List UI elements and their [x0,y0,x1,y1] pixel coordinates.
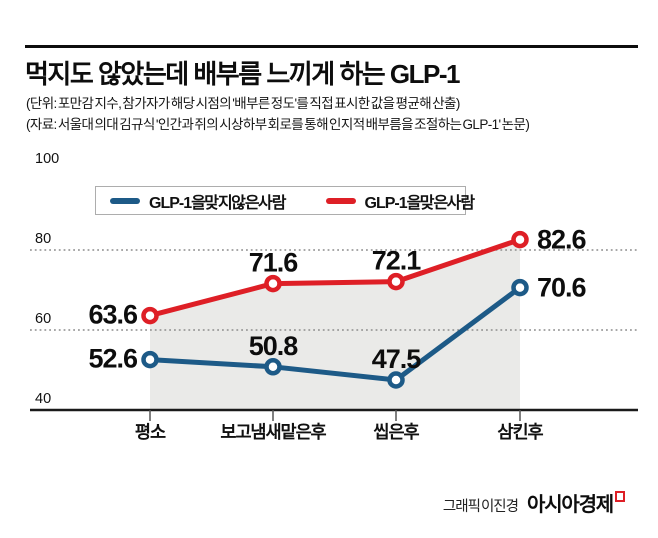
data-label-no-glp1-2: 47.5 [372,344,422,374]
data-label-glp1-2: 72.1 [372,246,422,276]
y-axis-label-100: 100 [35,151,59,167]
y-axis-label-60: 60 [35,311,51,327]
data-point-no-glp1-0 [141,350,159,369]
data-label-glp1-1: 71.6 [249,248,299,278]
legend-label-glp1: GLP-1을 맞은 사람 [364,194,476,212]
brand-mark-icon [615,491,625,502]
x-axis-label-3: 삼킨 후 [497,422,543,442]
line-chart: 40 60 80 100 평소 보고 냄새 맡은 후 씹은 후 삼킨 후 52.6 50.8 47.… [30,151,638,442]
x-axis-label-2: 씹은 후 [373,422,419,442]
legend-label-no-glp1: GLP-1을 맞지 않은 사람 [149,194,286,212]
data-point-glp1-0 [141,306,159,325]
brand-logo: 아시아경제 [527,494,614,516]
subtitle-unit: (단위: 포만감 지수, 참가자가 해당 시점의 '배부른 정도'를 직접 표시… [26,96,460,111]
legend-swatch-no-glp1 [110,197,140,204]
credit: 그래픽 이진경 아시아경제 [443,488,625,517]
x-axis-label-0: 평소 [135,422,166,442]
data-point-glp1-1 [264,274,282,293]
data-point-no-glp1-3 [511,278,529,297]
data-label-glp1-0: 63.6 [88,300,138,330]
area-fill-under-glp1-line [150,239,520,410]
page-title: 먹지도 않았는데 배부름 느끼게 하는 GLP-1 [25,59,460,89]
series-line-glp1 [147,237,523,319]
data-point-glp1-3 [511,230,529,249]
y-axis-label-40: 40 [35,391,51,407]
data-point-no-glp1-2 [387,371,405,389]
data-label-no-glp1-3: 70.6 [537,273,587,303]
data-point-no-glp1-1 [264,358,282,376]
chart-legend: GLP-1을 맞지 않은 사람 GLP-1을 맞은 사람 [95,186,475,215]
data-point-glp1-2 [387,272,405,291]
credit-graphic-label: 그래픽 이진경 [442,499,519,515]
data-label-glp1-3: 82.6 [537,225,587,255]
y-axis-label-80: 80 [35,231,51,247]
subtitle-source: (자료: 서울대 의대 김규식 '인간과 쥐의 시상하부 회로를 통해 인지적 … [26,117,530,132]
data-label-no-glp1-1: 50.8 [249,331,299,361]
series-line-no-glp1 [147,285,523,383]
legend-swatch-glp1 [325,197,356,204]
data-label-no-glp1-0: 52.6 [88,344,138,374]
top-rule [25,45,638,48]
x-axis-label-1: 보고 냄새 맡은 후 [220,422,326,442]
